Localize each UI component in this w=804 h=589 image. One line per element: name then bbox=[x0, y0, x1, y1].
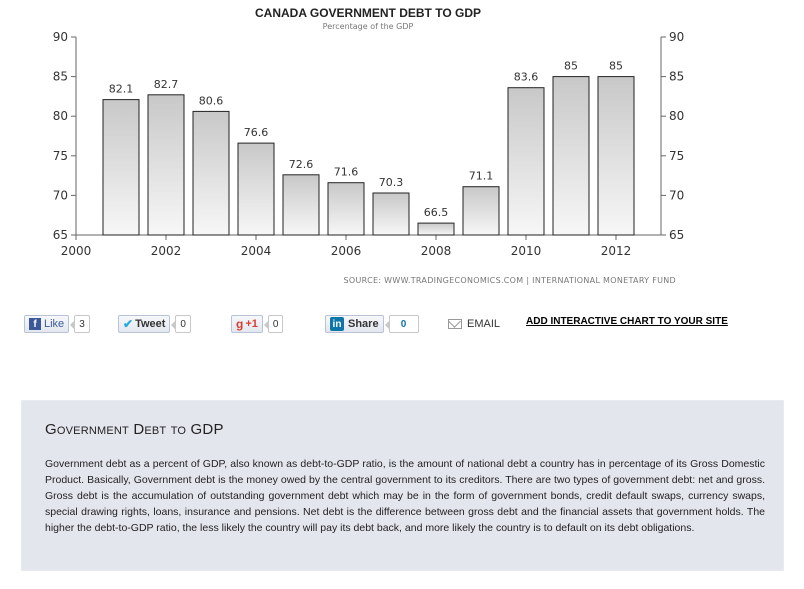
google-plus-button[interactable]: g +1 bbox=[231, 315, 263, 333]
y-tick-label-right: 85 bbox=[669, 70, 684, 84]
y-tick-label-left: 90 bbox=[53, 30, 68, 44]
data-label: 72.6 bbox=[289, 158, 314, 171]
linkedin-share-button[interactable]: in Share bbox=[325, 315, 384, 333]
data-label: 83.6 bbox=[514, 71, 539, 84]
data-label: 82.7 bbox=[154, 78, 179, 91]
info-description: Government debt as a percent of GDP, als… bbox=[45, 458, 765, 534]
y-tick-label-right: 75 bbox=[669, 149, 684, 163]
bar bbox=[237, 142, 275, 236]
email-label: EMAIL bbox=[467, 318, 501, 330]
tweet-label: Tweet bbox=[135, 318, 166, 330]
google-plus-count: 0 bbox=[264, 315, 284, 333]
data-label: 71.1 bbox=[469, 170, 494, 183]
facebook-like-count: 3 bbox=[70, 315, 90, 333]
social-share-bar: f Like 3 ✔ Tweet 0 g +1 0 in Share 0 EMA… bbox=[0, 314, 804, 340]
bar bbox=[282, 174, 320, 236]
facebook-like-widget[interactable]: f Like 3 bbox=[24, 314, 90, 334]
y-tick-label-right: 70 bbox=[669, 188, 684, 202]
bar bbox=[327, 182, 365, 236]
google-plus-label: +1 bbox=[245, 318, 258, 330]
google-plus-widget[interactable]: g +1 0 bbox=[231, 314, 284, 334]
tweet-count: 0 bbox=[171, 315, 191, 333]
x-tick-label: 2008 bbox=[421, 244, 452, 258]
x-tick-label: 2012 bbox=[601, 244, 632, 258]
x-tick-label: 2004 bbox=[241, 244, 272, 258]
bar bbox=[147, 94, 185, 236]
bar bbox=[597, 76, 635, 236]
bar bbox=[552, 76, 590, 236]
bar bbox=[372, 192, 410, 236]
chart-title: CANADA GOVERNMENT DEBT TO GDP bbox=[255, 6, 481, 20]
email-icon bbox=[448, 319, 462, 329]
tweet-button[interactable]: ✔ Tweet bbox=[118, 315, 171, 333]
facebook-like-label: Like bbox=[44, 318, 65, 330]
y-tick-label-right: 65 bbox=[669, 228, 684, 242]
y-tick-label-right: 80 bbox=[669, 109, 684, 123]
data-label: 76.6 bbox=[244, 126, 269, 139]
info-panel: Government Debt to GDP Government debt a… bbox=[21, 400, 784, 571]
linkedin-share-widget[interactable]: in Share 0 bbox=[325, 314, 419, 334]
data-label: 66.5 bbox=[424, 206, 449, 219]
y-tick-label-left: 70 bbox=[53, 188, 68, 202]
data-label: 85 bbox=[609, 60, 623, 73]
twitter-bird-icon: ✔ bbox=[123, 317, 134, 331]
bar bbox=[192, 110, 230, 236]
linkedin-share-count: 0 bbox=[384, 315, 419, 333]
bar bbox=[462, 186, 500, 236]
data-label: 82.1 bbox=[109, 83, 134, 96]
y-tick-label-left: 65 bbox=[53, 228, 68, 242]
bar bbox=[417, 222, 455, 236]
x-tick-label: 2010 bbox=[511, 244, 542, 258]
facebook-like-button[interactable]: f Like bbox=[24, 315, 70, 333]
data-label: 70.3 bbox=[379, 176, 404, 189]
y-tick-label-left: 85 bbox=[53, 70, 68, 84]
facebook-icon: f bbox=[29, 318, 41, 330]
linkedin-icon: in bbox=[330, 317, 344, 331]
google-plus-icon: g bbox=[236, 317, 244, 331]
x-tick-label: 2006 bbox=[331, 244, 362, 258]
tweet-widget[interactable]: ✔ Tweet 0 bbox=[118, 314, 191, 334]
bar-chart: CANADA GOVERNMENT DEBT TO GDP Percentage… bbox=[53, 6, 685, 285]
x-tick-label: 2002 bbox=[151, 244, 182, 258]
add-interactive-chart-link[interactable]: ADD INTERACTIVE CHART TO YOUR SITE bbox=[526, 316, 728, 327]
email-share[interactable]: EMAIL bbox=[448, 314, 500, 334]
bar bbox=[102, 99, 140, 236]
data-label: 85 bbox=[564, 60, 578, 73]
linkedin-share-label: Share bbox=[348, 318, 379, 330]
bar bbox=[507, 87, 545, 236]
source-note: SOURCE: WWW.TRADINGECONOMICS.COM | INTER… bbox=[343, 276, 676, 285]
x-tick-label: 2000 bbox=[61, 244, 92, 258]
data-label: 71.6 bbox=[334, 166, 359, 179]
y-tick-label-left: 75 bbox=[53, 149, 68, 163]
chart-subtitle: Percentage of the GDP bbox=[323, 22, 414, 31]
y-tick-label-left: 80 bbox=[53, 109, 68, 123]
chart: CANADA GOVERNMENT DEBT TO GDP Percentage… bbox=[53, 6, 685, 285]
y-tick-label-right: 90 bbox=[669, 30, 684, 44]
info-title: Government Debt to GDP bbox=[45, 421, 224, 438]
data-label: 80.6 bbox=[199, 94, 224, 107]
